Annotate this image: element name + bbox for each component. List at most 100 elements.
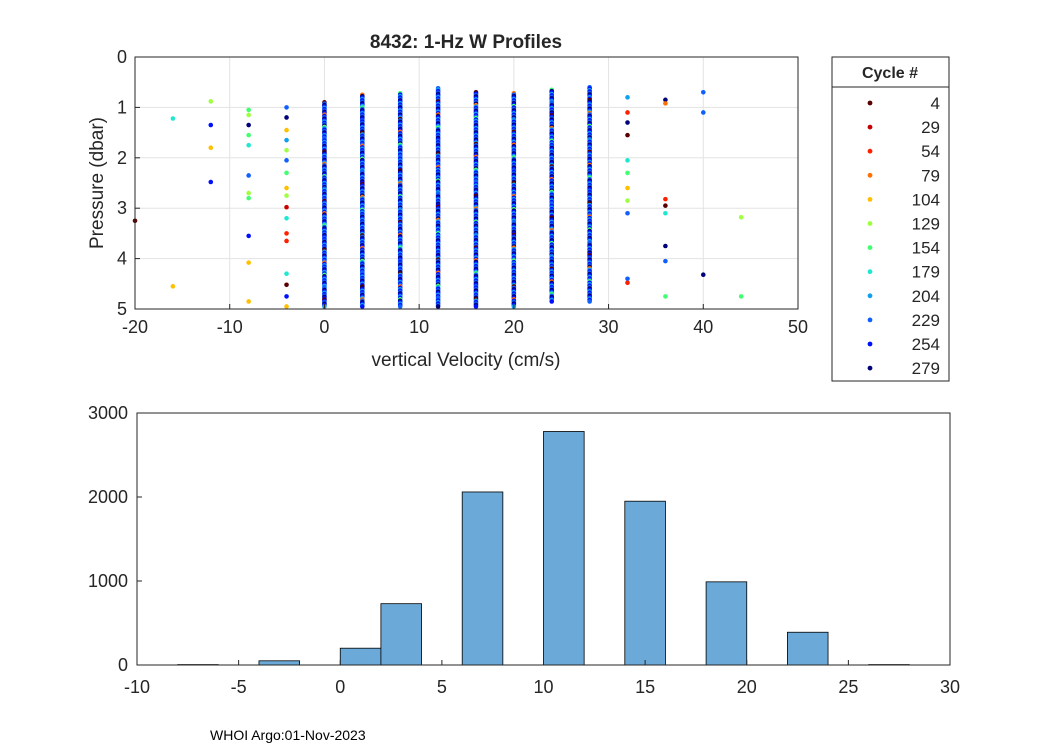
scatter-point	[246, 299, 251, 304]
scatter-point	[435, 304, 441, 309]
scatter-point	[663, 294, 668, 299]
scatter-point	[738, 214, 744, 220]
scatter-x-tick-label: 0	[319, 317, 329, 337]
scatter-point	[700, 89, 706, 95]
scatter-point	[663, 97, 668, 103]
legend-marker	[867, 293, 873, 299]
scatter-point	[208, 122, 214, 128]
scatter-point	[549, 299, 555, 304]
histogram-x-tick-label: 0	[335, 677, 345, 697]
histogram-bar	[543, 431, 585, 666]
scatter-point	[284, 193, 289, 198]
histogram-y-tick-label: 1000	[88, 571, 128, 591]
scatter-point	[587, 299, 592, 304]
scatter-points	[132, 84, 744, 309]
scatter-point	[284, 215, 289, 221]
scatter-point	[625, 132, 630, 138]
scatter-point	[284, 271, 289, 277]
scatter-point	[246, 173, 251, 178]
histogram-ticks: -10 -5 0 5 10 15 20 25 30 0 1000 2000 3000	[88, 403, 960, 697]
histogram-bar	[258, 660, 301, 666]
scatter-point	[284, 158, 289, 163]
scatter-x-tick-label: 50	[788, 317, 808, 337]
scatter-point	[284, 170, 289, 176]
histogram-panel: -10 -5 0 5 10 15 20 25 30 0 1000 2000 3000	[88, 403, 960, 697]
legend-marker	[867, 341, 873, 347]
legend-marker	[867, 148, 873, 154]
legend-marker	[867, 221, 873, 226]
histogram-bar	[339, 647, 382, 666]
legend-entry-label: 129	[912, 215, 940, 234]
scatter-point	[625, 198, 630, 203]
scatter-point	[284, 204, 289, 210]
scatter-x-tick-label: 40	[693, 317, 713, 337]
scatter-point	[663, 196, 668, 202]
scatter-point	[284, 147, 289, 153]
scatter-point	[208, 99, 214, 104]
scatter-point	[700, 272, 706, 278]
scatter-point	[738, 294, 744, 299]
scatter-point	[208, 145, 214, 151]
scatter-axes-box	[134, 56, 799, 310]
legend-entry-label: 4	[931, 94, 940, 113]
legend-marker	[867, 100, 873, 106]
scatter-point	[625, 170, 630, 176]
legend-entry-label: 154	[912, 239, 940, 258]
scatter-point	[246, 233, 251, 239]
scatter-plot-area	[135, 57, 798, 309]
scatter-point	[663, 210, 668, 216]
histogram-bars	[177, 431, 910, 666]
scatter-point	[625, 95, 630, 100]
legend-marker	[867, 172, 873, 178]
histogram-x-tick-label: 15	[635, 677, 655, 697]
scatter-point	[284, 282, 289, 288]
scatter-y-tick-label: 3	[117, 198, 127, 218]
scatter-y-axis-label: Pressure (dbar)	[87, 117, 108, 249]
scatter-point	[284, 127, 289, 133]
scatter-point	[625, 276, 630, 282]
scatter-ticks: -20 -10 0 10 20 30 40 50 0 1 2 3 4 5	[117, 47, 808, 337]
legend-entry-label: 29	[921, 118, 940, 137]
scatter-x-tick-label: 30	[599, 317, 619, 337]
histogram-x-tick-label: 25	[838, 677, 858, 697]
histogram-x-tick-label: -10	[124, 677, 150, 697]
scatter-point	[284, 115, 289, 120]
scatter-panel: -20 -10 0 10 20 30 40 50 0 1 2 3 4 5 8432: 1-Hz W Pro…	[87, 32, 808, 371]
legend-entry-label: 254	[912, 335, 940, 354]
scatter-x-tick-label: -10	[217, 317, 243, 337]
scatter-y-tick-label: 5	[117, 299, 127, 319]
scatter-y-tick-label: 0	[117, 47, 127, 67]
histogram-x-tick-label: 10	[533, 677, 553, 697]
scatter-point	[625, 185, 630, 191]
scatter-y-tick-label: 2	[117, 148, 127, 168]
footer-credit: WHOI Argo:01-Nov-2023	[210, 727, 366, 743]
legend-entry-label: 104	[912, 190, 940, 209]
scatter-point	[170, 284, 176, 289]
histogram-y-tick-label: 3000	[88, 403, 128, 423]
legend-entry-label: 179	[912, 263, 940, 282]
legend-marker	[867, 124, 873, 130]
legend-marker	[867, 197, 873, 202]
legend-items: 4 29 54 79 104 129 154 179 204 229 254 279	[867, 94, 940, 378]
legend-marker	[867, 245, 873, 251]
scatter-point	[625, 158, 630, 163]
scatter-point	[246, 132, 251, 138]
histogram-x-tick-label: 30	[940, 677, 960, 697]
scatter-x-tick-label: 10	[409, 317, 429, 337]
legend-box	[831, 56, 950, 382]
histogram-bar	[624, 500, 666, 666]
scatter-point	[663, 258, 668, 264]
scatter-point	[284, 238, 289, 244]
scatter-y-tick-label: 1	[117, 97, 127, 117]
scatter-point	[246, 260, 251, 265]
scatter-x-axis-label: vertical Velocity (cm/s)	[372, 350, 561, 371]
legend-entry-label: 54	[921, 142, 940, 161]
scatter-point	[284, 185, 289, 191]
histogram-bar	[380, 603, 422, 666]
histogram-y-tick-label: 2000	[88, 487, 128, 507]
scatter-x-tick-label: 20	[504, 317, 524, 337]
legend-entry-label: 204	[912, 287, 940, 306]
scatter-point	[284, 304, 289, 309]
histogram-bar	[461, 491, 504, 666]
scatter-point	[625, 120, 630, 125]
